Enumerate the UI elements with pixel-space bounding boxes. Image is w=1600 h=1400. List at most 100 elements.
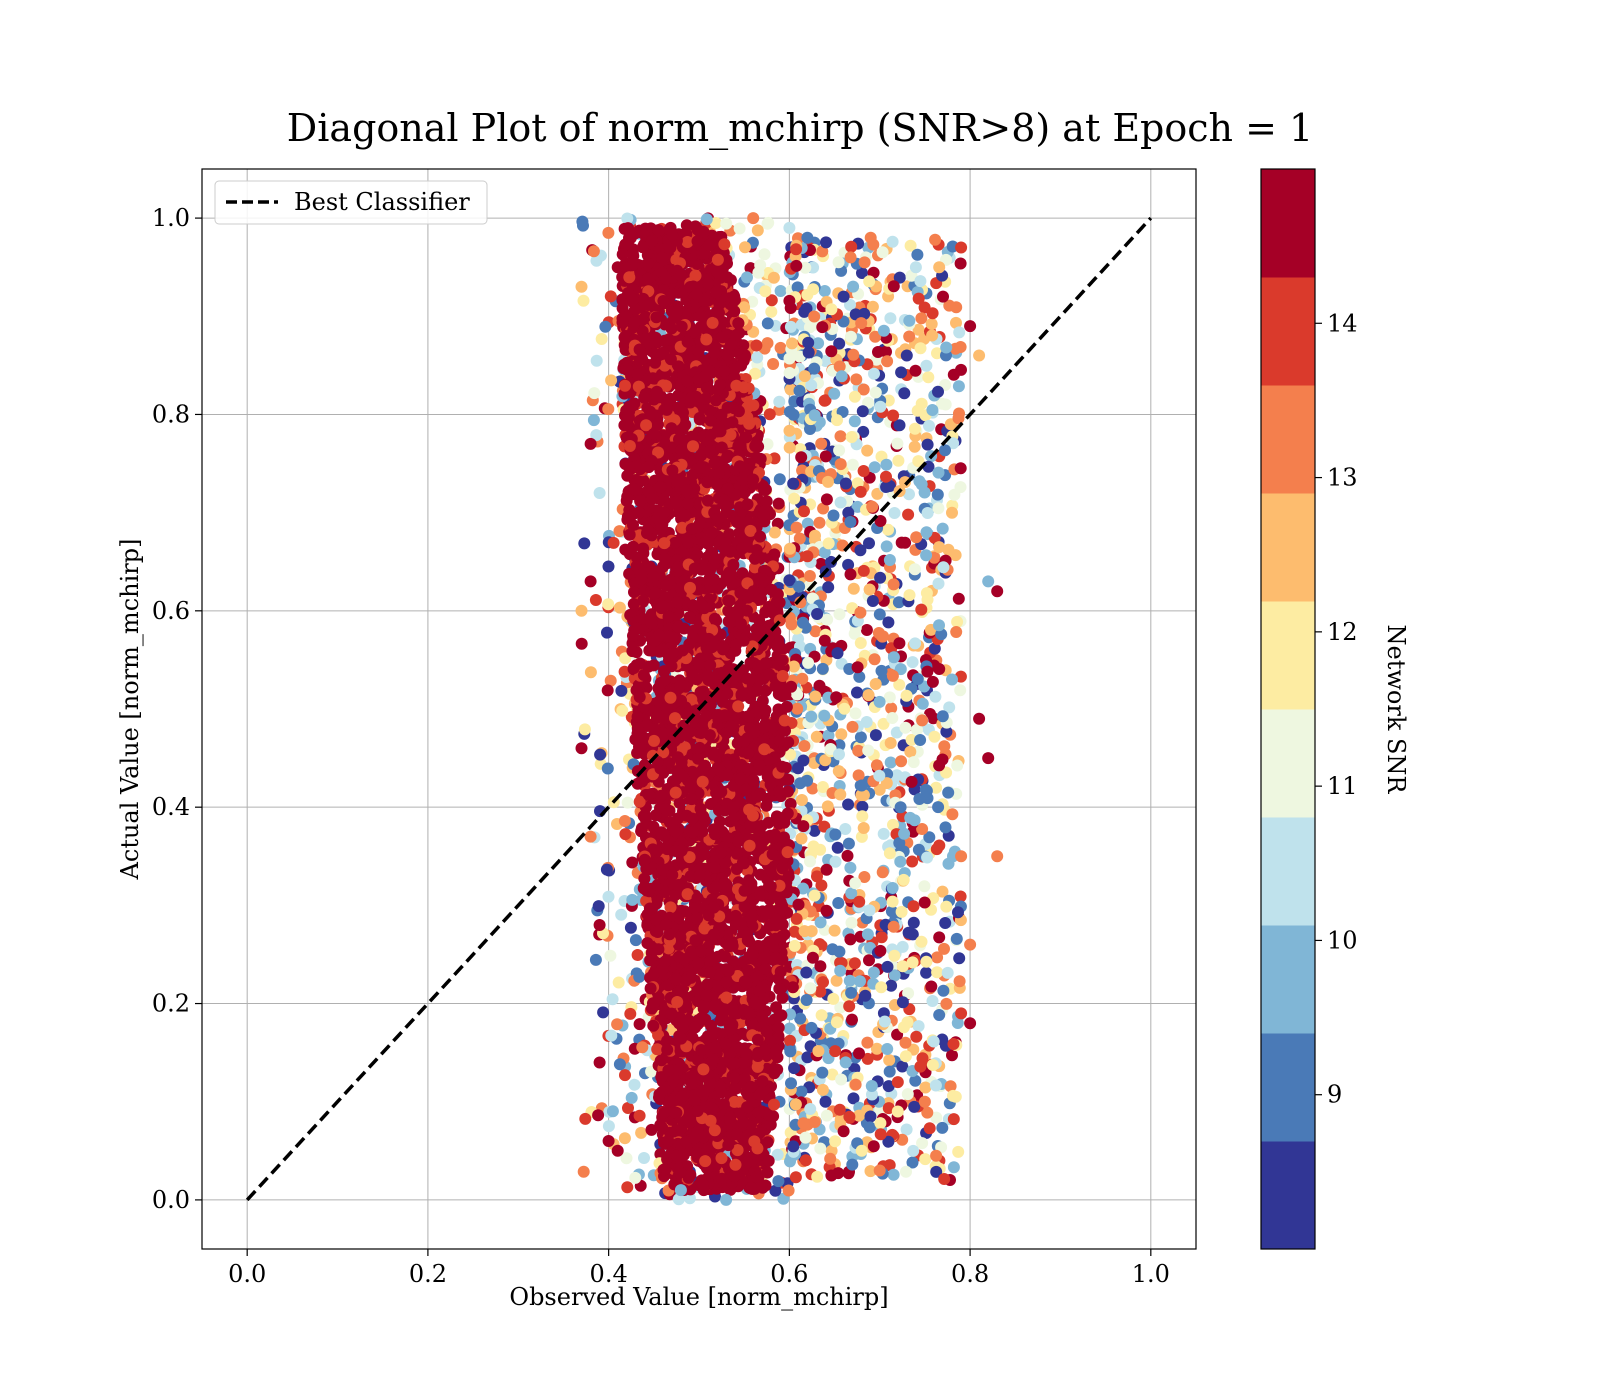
scatter-point <box>903 488 915 501</box>
scatter-point <box>599 320 612 333</box>
scatter-point <box>882 616 895 629</box>
scatter-point <box>845 240 858 253</box>
scatter-point <box>938 1173 951 1185</box>
scatter-point <box>605 1029 618 1042</box>
scatter-point <box>797 820 810 833</box>
scatter-point <box>738 301 751 314</box>
scatter-point <box>783 1022 796 1035</box>
scatter-point <box>815 1009 828 1022</box>
scatter-point <box>797 616 809 629</box>
scatter-point <box>933 663 946 675</box>
scatter-point <box>922 371 935 384</box>
scatter-point <box>788 492 801 505</box>
scatter-point <box>577 219 589 232</box>
scatter-point <box>827 509 840 522</box>
scatter-point <box>844 568 857 581</box>
scatter-point <box>874 1128 887 1141</box>
scatter-point <box>830 691 843 704</box>
scatter-point <box>749 367 761 380</box>
scatter-point <box>833 945 846 958</box>
scatter-point <box>624 921 637 934</box>
scatter-point <box>896 960 909 973</box>
scatter-point <box>621 796 634 809</box>
scatter-point <box>911 673 924 685</box>
scatter-point <box>863 275 876 288</box>
scatter-point <box>785 1077 797 1090</box>
scatter-point <box>819 450 832 463</box>
scatter-point <box>920 359 933 372</box>
scatter-point <box>938 942 950 955</box>
scatter-point <box>907 756 920 769</box>
scatter-point <box>891 437 904 450</box>
scatter-point <box>847 582 860 595</box>
scatter-point <box>607 536 620 549</box>
scatter-point <box>940 341 953 354</box>
scatter-point <box>954 684 967 697</box>
scatter-point <box>877 717 890 730</box>
scatter-point <box>943 701 956 714</box>
scatter-point <box>784 1034 796 1047</box>
scatter-point <box>926 404 939 416</box>
scatter-point <box>789 1098 802 1111</box>
scatter-point <box>834 1001 847 1014</box>
scatter-point <box>787 408 800 421</box>
scatter-point <box>912 292 925 305</box>
scatter-point <box>933 931 946 944</box>
scatter-point <box>825 1169 838 1182</box>
scatter-point <box>846 458 859 471</box>
scatter-point <box>752 266 765 279</box>
scatter-point <box>763 408 776 421</box>
scatter-point <box>849 1078 862 1091</box>
scatter-point <box>932 385 944 398</box>
scatter-point <box>887 280 900 293</box>
scatter-point <box>827 992 840 1005</box>
scatter-point <box>767 358 780 370</box>
scatter-point <box>790 521 803 534</box>
scatter-point <box>929 690 942 703</box>
scatter-point <box>834 496 847 509</box>
scatter-point <box>602 403 615 416</box>
scatter-point <box>854 731 867 744</box>
scatter-point <box>830 1016 843 1029</box>
scatter-point <box>590 429 603 442</box>
scatter-point <box>874 571 887 584</box>
scatter-point <box>874 944 887 957</box>
scatter-point <box>921 851 934 864</box>
scatter-point <box>883 691 896 704</box>
scatter-point <box>606 1105 619 1118</box>
scatter-point <box>952 380 965 393</box>
scatter-point <box>604 290 617 303</box>
scatter-point <box>820 904 833 917</box>
scatter-point <box>822 581 835 594</box>
scatter-point <box>885 702 898 715</box>
scatter-point <box>824 1152 837 1165</box>
scatter-point <box>947 1161 960 1174</box>
scatter-point <box>611 1018 624 1031</box>
scatter-point <box>767 271 780 284</box>
scatter-point <box>843 1110 856 1123</box>
scatter-point <box>788 939 801 952</box>
scatter-point <box>883 847 896 860</box>
scatter-point <box>679 418 692 431</box>
scatter-point <box>915 603 928 616</box>
scatter-point <box>629 1171 642 1184</box>
scatter-point <box>795 451 808 464</box>
scatter-point <box>941 966 954 979</box>
chart-title: Diagonal Plot of norm_mchirp (SNR>8) at … <box>287 106 1313 151</box>
scatter-point <box>920 526 933 539</box>
scatter-point <box>851 686 863 699</box>
scatter-point <box>921 438 934 451</box>
scatter-point <box>892 454 905 467</box>
scatter-point <box>821 800 834 813</box>
scatter-point <box>880 458 893 471</box>
scatter-point <box>940 900 953 913</box>
scatter-point <box>629 934 642 947</box>
scatter-point <box>926 307 939 320</box>
scatter-point <box>587 414 600 427</box>
scatter-point <box>928 730 941 743</box>
scatter-point <box>804 1103 817 1115</box>
scatter-point <box>816 662 829 675</box>
scatter-point <box>946 808 959 821</box>
scatter-point <box>805 1021 818 1034</box>
scatter-point <box>886 669 899 682</box>
